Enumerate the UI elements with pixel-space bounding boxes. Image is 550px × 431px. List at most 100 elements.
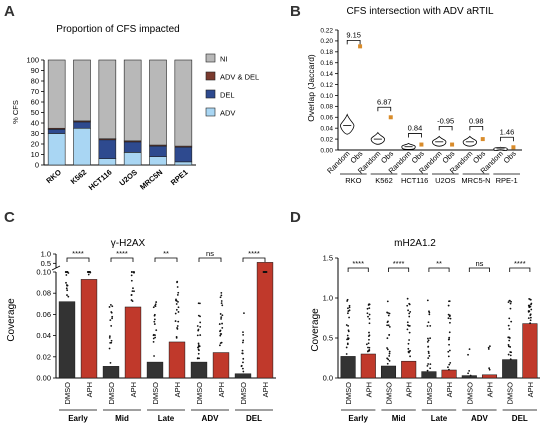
chart-c-sig-bracket (154, 257, 178, 262)
chart-b-ytick-label: 0.20 (320, 38, 333, 45)
chart-a-ytick-label: 100 (26, 56, 39, 65)
chart-d-point (448, 343, 450, 346)
chart-c-point (153, 323, 156, 325)
chart-d-point (387, 358, 390, 361)
chart-d-bar (461, 375, 477, 379)
chart-b-group-label: K562 (375, 176, 393, 185)
chart-a-bar-segment (123, 152, 142, 166)
chart-d-point (408, 315, 411, 318)
chart-d-point (409, 355, 411, 358)
chart-d-point (365, 343, 368, 346)
chart-b-ytick-label: 0.04 (320, 125, 333, 132)
chart-c-ytick-label: 0.10 (36, 268, 51, 277)
chart-d-point (508, 328, 511, 330)
chart-d-point (368, 331, 370, 334)
chart-d-point (388, 312, 391, 315)
panel-letter-d: D (290, 209, 301, 226)
chart-c-sig-bracket (198, 257, 222, 262)
chart-a-bar-segment (174, 59, 193, 147)
chart-d-point (428, 355, 431, 357)
chart-d-point (347, 330, 350, 333)
chart-d-point (427, 345, 430, 348)
chart-c-point (174, 320, 177, 322)
chart-d-point (447, 366, 449, 369)
chart-d-point (348, 309, 351, 312)
chart-d-point (366, 312, 369, 315)
chart-b-ytick-label: 0.16 (320, 60, 333, 67)
chart-c-point (154, 334, 156, 337)
chart-d-point (530, 303, 532, 306)
chart-c-point (242, 334, 245, 336)
chart-c-bar (212, 352, 230, 379)
chart-d-point (386, 337, 389, 340)
chart-d-point (387, 324, 390, 327)
chart-c-point (175, 308, 178, 311)
chart-d-point (408, 339, 410, 341)
chart-d-point (427, 339, 430, 342)
chart-c-point (198, 349, 200, 352)
chart-c-point (221, 304, 224, 307)
chart-c-point (108, 347, 111, 350)
chart-d-point (386, 347, 388, 349)
chart-d-ytick-label: 1.0 (323, 294, 333, 303)
chart-c-point (220, 318, 222, 320)
chart-c-point (175, 298, 177, 301)
chart-c-point (152, 337, 155, 340)
chart-c-point (155, 329, 158, 332)
chart-d-point (368, 322, 371, 325)
chart-d-bar (340, 356, 356, 379)
chart-c-point (111, 305, 114, 308)
chart-d-point (386, 300, 389, 303)
chart-d-sig-bracket (347, 267, 369, 272)
chart-d-point (407, 309, 409, 312)
chart-c-ylabel: Coverage (6, 298, 17, 342)
chart-d-bar (481, 374, 498, 379)
chart-a-ytick-label: 70 (31, 87, 39, 96)
chart-c-bar (124, 306, 142, 379)
chart-d-group-label: DEL (512, 414, 528, 423)
chart-c-point (199, 334, 202, 336)
chart-d-point (408, 324, 410, 327)
chart-d-point (429, 367, 432, 370)
chart-b-bracket (408, 133, 422, 138)
chart-d-point (427, 350, 430, 353)
chart-c-title: γ-H2AX (111, 238, 146, 249)
chart-c-point (197, 352, 200, 355)
chart-c-point (221, 322, 223, 325)
chart-a-legend-label: DEL (220, 91, 235, 100)
chart-a-ytick-label: 50 (31, 108, 39, 117)
chart-d-point (529, 322, 532, 325)
chart-d-point (469, 374, 472, 377)
chart-d-point (448, 363, 451, 366)
chart-b-violin (340, 113, 355, 135)
chart-c-point (130, 271, 133, 273)
chart-d-point (507, 324, 510, 327)
chart-c-point (219, 329, 222, 332)
chart-d-point (447, 317, 450, 320)
chart-d-point (509, 302, 512, 305)
chart-d-point (529, 298, 532, 301)
chart-c-point (176, 286, 179, 288)
chart-d-point (345, 324, 348, 326)
chart-c-point (265, 271, 268, 273)
chart-d-sig-bracket (509, 267, 531, 272)
chart-c-category-label: DMSO (151, 382, 160, 405)
chart-c-point (242, 370, 245, 373)
chart-d-point (368, 346, 371, 349)
chart-c-point (177, 291, 180, 294)
chart-b-bracket (469, 125, 484, 131)
chart-d-point (348, 304, 351, 307)
chart-c-category-label: DMSO (107, 382, 116, 405)
chart-c-point (110, 339, 113, 342)
chart-c-point (108, 336, 111, 339)
chart-c-sig-bracket (66, 257, 90, 262)
chart-d-point (468, 369, 471, 372)
chart-d-point (529, 313, 532, 316)
chart-a-legend-label: ADV (220, 109, 235, 118)
chart-b-bracket (500, 136, 514, 142)
chart-c-point (198, 357, 201, 360)
chart-b-ytick-label: 0.12 (320, 82, 333, 89)
chart-d-group-label: Late (431, 414, 448, 423)
chart-d-point (348, 306, 351, 309)
